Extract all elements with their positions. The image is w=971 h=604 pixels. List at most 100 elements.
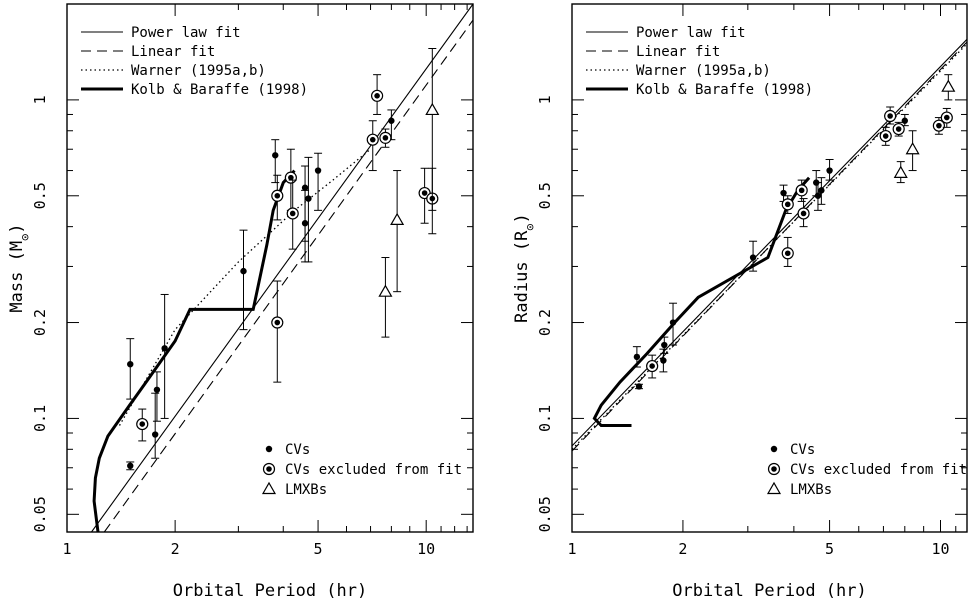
cv-point	[669, 319, 677, 326]
legend-cv-marker	[265, 445, 273, 453]
y-tick-label: 1	[536, 95, 554, 104]
cv-excluded-point-center	[943, 114, 950, 121]
y-tick-label: 1	[31, 95, 49, 104]
y-tick-label: 0.5	[536, 182, 554, 209]
cv-excluded-point-center	[374, 93, 380, 99]
legend-marker-label: CVs excluded from fit	[285, 462, 462, 478]
radius-y-label-prefix: Radius (R	[512, 230, 532, 323]
cv-point	[127, 462, 134, 470]
solar-symbol: ⊙	[523, 223, 537, 230]
y-tick-label: 0.1	[536, 405, 554, 432]
legend-kolb-baraffe-label: Kolb & Baraffe (1998)	[131, 82, 308, 98]
legend-marker-label: LMXBs	[790, 482, 832, 498]
legend-kolb-baraffe-label: Kolb & Baraffe (1998)	[636, 82, 813, 98]
lmxb-point	[941, 79, 956, 92]
cv-excluded-point-center	[895, 126, 902, 132]
cv-point	[153, 386, 161, 393]
x-tick-label: 10	[931, 540, 949, 558]
legend-cv-excluded-marker-center	[771, 466, 777, 472]
legend-marker-label: CVs	[285, 442, 310, 458]
mass-plot-area	[91, 4, 473, 532]
cv-point	[388, 117, 395, 124]
cv-point	[901, 117, 908, 124]
cv-excluded-point-center	[784, 250, 791, 257]
warner-line	[572, 43, 967, 450]
lmxb-point	[425, 102, 440, 116]
plot-contents	[91, 4, 473, 532]
cv-point	[661, 341, 668, 349]
legend-warner-label: Warner (1995a,b)	[636, 63, 771, 79]
lmxb-point	[378, 284, 393, 297]
linear-fit-line	[572, 41, 967, 452]
kolb-baraffe-line	[592, 176, 811, 427]
cv-point	[161, 345, 168, 352]
cv-point	[301, 220, 309, 227]
x-tick-label: 1	[567, 540, 576, 558]
radius-y-axis-label: Radius (R⊙)	[512, 213, 537, 323]
mass-plot-frame	[66, 3, 474, 533]
legend-cv-marker	[770, 445, 778, 453]
cv-excluded-point-center	[936, 122, 942, 129]
kolb-baraffe-line	[92, 169, 296, 532]
y-tick-label: 0.05	[536, 496, 554, 532]
cv-point	[660, 357, 667, 364]
cv-point	[127, 360, 134, 368]
mass-y-label-suffix: )	[7, 223, 27, 233]
cv-excluded-point-center	[887, 113, 893, 119]
legend-cv-excluded-marker-center	[266, 466, 272, 472]
cv-point	[633, 353, 641, 361]
y-tick-label: 0.1	[31, 405, 49, 432]
x-tick-label: 5	[314, 540, 323, 558]
cv-excluded-point-center	[274, 192, 281, 199]
cv-point	[151, 431, 159, 438]
radius-y-label-suffix: )	[512, 213, 532, 223]
legend-marker-label: CVs excluded from fit	[790, 462, 967, 478]
y-tick-label: 0.2	[536, 309, 554, 336]
y-tick-label: 0.05	[31, 496, 49, 532]
cv-excluded-point-center	[274, 319, 281, 326]
legend-linear-fit-label: Linear fit	[131, 44, 215, 60]
cv-point	[301, 184, 309, 191]
lmxb-point	[905, 142, 920, 155]
cv-point	[814, 192, 822, 199]
cv-excluded-point-center	[649, 363, 655, 369]
radius-plot-area	[572, 38, 967, 452]
cv-excluded-point-center	[288, 174, 294, 181]
x-tick-label: 5	[825, 540, 834, 558]
mass-x-axis-label: Orbital Period (hr)	[173, 581, 367, 601]
cv-point	[826, 167, 833, 174]
x-tick-label: 2	[678, 540, 687, 558]
mass-panel: Orbital Period (hr) Mass (M⊙) 1 2 5 10 0.05 0…	[7, 3, 474, 601]
cv-excluded-point-center	[139, 421, 146, 427]
cv-excluded-point-center	[882, 133, 889, 139]
cv-excluded-point-center	[421, 190, 428, 196]
x-tick-label: 2	[171, 540, 180, 558]
cv-point	[305, 195, 312, 202]
radius-panel: Orbital Period (hr) Radius (R⊙) 1 2 5 10 0.0…	[512, 3, 968, 601]
cv-point	[240, 267, 247, 275]
cv-point	[272, 152, 279, 159]
legend-marker-label: LMXBs	[285, 482, 327, 498]
legend-lmxb-marker	[766, 481, 782, 495]
cv-excluded-point-center	[382, 135, 389, 141]
mass-y-axis-label: Mass (M⊙)	[7, 223, 32, 312]
radius-plot-frame	[571, 3, 968, 533]
legend-linear-fit-label: Linear fit	[636, 44, 720, 60]
y-tick-label: 0.2	[31, 309, 49, 336]
plot-contents	[572, 38, 967, 452]
legend-power-law-label: Power law fit	[131, 25, 241, 41]
linear-fit-line	[103, 19, 473, 532]
legend-power-law-label: Power law fit	[636, 25, 746, 41]
legend-warner-label: Warner (1995a,b)	[131, 63, 266, 79]
cv-point	[635, 383, 643, 390]
radius-x-axis-label: Orbital Period (hr)	[672, 581, 866, 601]
y-tick-label: 0.5	[31, 182, 49, 209]
lmxb-point	[390, 212, 405, 225]
power-law-fit-line	[572, 38, 967, 447]
cv-excluded-point-center	[369, 136, 376, 143]
cv-excluded-point-center	[289, 210, 296, 217]
cv-point	[780, 189, 787, 197]
cv-excluded-point-center	[798, 187, 805, 194]
x-tick-label: 1	[62, 540, 71, 558]
